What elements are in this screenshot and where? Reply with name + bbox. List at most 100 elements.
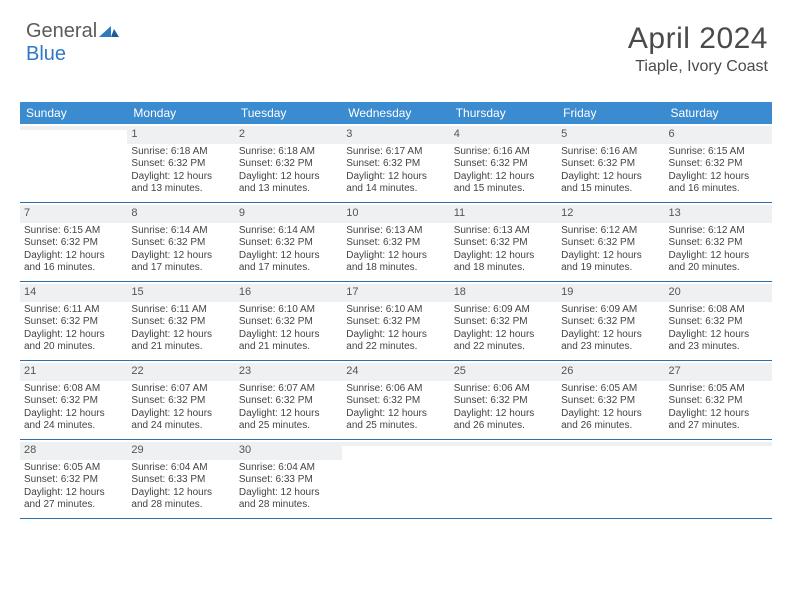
daylight-text: Daylight: 12 hours and 16 minutes. [24, 250, 123, 275]
calendar-day: 18Sunrise: 6:09 AMSunset: 6:32 PMDayligh… [450, 282, 557, 360]
sunrise-text: Sunrise: 6:18 AM [131, 146, 230, 159]
day-header: Sunday [20, 102, 127, 124]
calendar-day: 22Sunrise: 6:07 AMSunset: 6:32 PMDayligh… [127, 361, 234, 439]
daylight-text: Daylight: 12 hours and 24 minutes. [131, 408, 230, 433]
sunset-text: Sunset: 6:32 PM [561, 316, 660, 329]
sunrise-text: Sunrise: 6:11 AM [24, 304, 123, 317]
sunset-text: Sunset: 6:32 PM [561, 395, 660, 408]
calendar-day: 15Sunrise: 6:11 AMSunset: 6:32 PMDayligh… [127, 282, 234, 360]
day-number: 8 [127, 205, 234, 223]
sunset-text: Sunset: 6:32 PM [669, 158, 768, 171]
sunset-text: Sunset: 6:32 PM [239, 316, 338, 329]
sunset-text: Sunset: 6:32 PM [669, 395, 768, 408]
sunset-text: Sunset: 6:32 PM [346, 395, 445, 408]
sunrise-text: Sunrise: 6:04 AM [239, 462, 338, 475]
calendar-day: 17Sunrise: 6:10 AMSunset: 6:32 PMDayligh… [342, 282, 449, 360]
day-header: Saturday [665, 102, 772, 124]
day-number: 21 [20, 363, 127, 381]
daylight-text: Daylight: 12 hours and 27 minutes. [24, 487, 123, 512]
sunset-text: Sunset: 6:32 PM [669, 316, 768, 329]
daylight-text: Daylight: 12 hours and 15 minutes. [454, 171, 553, 196]
calendar-day: 28Sunrise: 6:05 AMSunset: 6:32 PMDayligh… [20, 440, 127, 518]
daylight-text: Daylight: 12 hours and 28 minutes. [239, 487, 338, 512]
day-number: 22 [127, 363, 234, 381]
day-number [20, 126, 127, 130]
logo: General Blue [26, 20, 119, 66]
daylight-text: Daylight: 12 hours and 23 minutes. [561, 329, 660, 354]
daylight-text: Daylight: 12 hours and 27 minutes. [669, 408, 768, 433]
calendar-day: 1Sunrise: 6:18 AMSunset: 6:32 PMDaylight… [127, 124, 234, 202]
calendar-week: 14Sunrise: 6:11 AMSunset: 6:32 PMDayligh… [20, 282, 772, 361]
calendar-day: 19Sunrise: 6:09 AMSunset: 6:32 PMDayligh… [557, 282, 664, 360]
day-header: Friday [557, 102, 664, 124]
day-number: 3 [342, 126, 449, 144]
sunset-text: Sunset: 6:32 PM [131, 158, 230, 171]
sunset-text: Sunset: 6:32 PM [346, 316, 445, 329]
sunrise-text: Sunrise: 6:15 AM [24, 225, 123, 238]
sunrise-text: Sunrise: 6:07 AM [239, 383, 338, 396]
daylight-text: Daylight: 12 hours and 16 minutes. [669, 171, 768, 196]
daylight-text: Daylight: 12 hours and 26 minutes. [454, 408, 553, 433]
daylight-text: Daylight: 12 hours and 22 minutes. [454, 329, 553, 354]
sunrise-text: Sunrise: 6:14 AM [131, 225, 230, 238]
sunset-text: Sunset: 6:32 PM [239, 395, 338, 408]
daylight-text: Daylight: 12 hours and 25 minutes. [239, 408, 338, 433]
sunset-text: Sunset: 6:32 PM [24, 474, 123, 487]
calendar-day [665, 440, 772, 518]
sunset-text: Sunset: 6:32 PM [454, 158, 553, 171]
sunset-text: Sunset: 6:32 PM [24, 395, 123, 408]
sunset-text: Sunset: 6:32 PM [131, 237, 230, 250]
calendar-day: 8Sunrise: 6:14 AMSunset: 6:32 PMDaylight… [127, 203, 234, 281]
calendar-day [450, 440, 557, 518]
day-header: Thursday [450, 102, 557, 124]
logo-word-2: Blue [26, 43, 66, 65]
daylight-text: Daylight: 12 hours and 25 minutes. [346, 408, 445, 433]
sunset-text: Sunset: 6:32 PM [561, 158, 660, 171]
calendar-day: 5Sunrise: 6:16 AMSunset: 6:32 PMDaylight… [557, 124, 664, 202]
day-header: Wednesday [342, 102, 449, 124]
sunrise-text: Sunrise: 6:12 AM [561, 225, 660, 238]
calendar-week: 1Sunrise: 6:18 AMSunset: 6:32 PMDaylight… [20, 124, 772, 203]
sunset-text: Sunset: 6:33 PM [239, 474, 338, 487]
day-number: 13 [665, 205, 772, 223]
daylight-text: Daylight: 12 hours and 28 minutes. [131, 487, 230, 512]
daylight-text: Daylight: 12 hours and 15 minutes. [561, 171, 660, 196]
sunrise-text: Sunrise: 6:06 AM [454, 383, 553, 396]
sunrise-text: Sunrise: 6:04 AM [131, 462, 230, 475]
calendar-day: 2Sunrise: 6:18 AMSunset: 6:32 PMDaylight… [235, 124, 342, 202]
sunrise-text: Sunrise: 6:16 AM [561, 146, 660, 159]
sunrise-text: Sunrise: 6:15 AM [669, 146, 768, 159]
daylight-text: Daylight: 12 hours and 19 minutes. [561, 250, 660, 275]
day-number: 7 [20, 205, 127, 223]
sunrise-text: Sunrise: 6:10 AM [239, 304, 338, 317]
calendar-day: 11Sunrise: 6:13 AMSunset: 6:32 PMDayligh… [450, 203, 557, 281]
sunrise-text: Sunrise: 6:18 AM [239, 146, 338, 159]
calendar-week: 7Sunrise: 6:15 AMSunset: 6:32 PMDaylight… [20, 203, 772, 282]
day-number: 1 [127, 126, 234, 144]
calendar-week: 28Sunrise: 6:05 AMSunset: 6:32 PMDayligh… [20, 440, 772, 519]
day-number [557, 442, 664, 446]
day-number: 29 [127, 442, 234, 460]
daylight-text: Daylight: 12 hours and 23 minutes. [669, 329, 768, 354]
daylight-text: Daylight: 12 hours and 24 minutes. [24, 408, 123, 433]
calendar-day: 6 Sunrise: 6:15 AMSunset: 6:32 PMDaylight… [665, 124, 772, 202]
day-number: 6 [665, 126, 772, 144]
calendar-day: 14Sunrise: 6:11 AMSunset: 6:32 PMDayligh… [20, 282, 127, 360]
day-number: 18 [450, 284, 557, 302]
sunrise-text: Sunrise: 6:12 AM [669, 225, 768, 238]
day-number: 12 [557, 205, 664, 223]
daylight-text: Daylight: 12 hours and 14 minutes. [346, 171, 445, 196]
day-number: 10 [342, 205, 449, 223]
day-number: 11 [450, 205, 557, 223]
sunset-text: Sunset: 6:32 PM [24, 237, 123, 250]
day-number: 27 [665, 363, 772, 381]
sunrise-text: Sunrise: 6:13 AM [454, 225, 553, 238]
day-number [342, 442, 449, 446]
calendar-day: 29Sunrise: 6:04 AMSunset: 6:33 PMDayligh… [127, 440, 234, 518]
calendar-day: 24Sunrise: 6:06 AMSunset: 6:32 PMDayligh… [342, 361, 449, 439]
sunset-text: Sunset: 6:32 PM [669, 237, 768, 250]
sunrise-text: Sunrise: 6:05 AM [561, 383, 660, 396]
daylight-text: Daylight: 12 hours and 17 minutes. [239, 250, 338, 275]
day-number: 14 [20, 284, 127, 302]
calendar-day: 26Sunrise: 6:05 AMSunset: 6:32 PMDayligh… [557, 361, 664, 439]
